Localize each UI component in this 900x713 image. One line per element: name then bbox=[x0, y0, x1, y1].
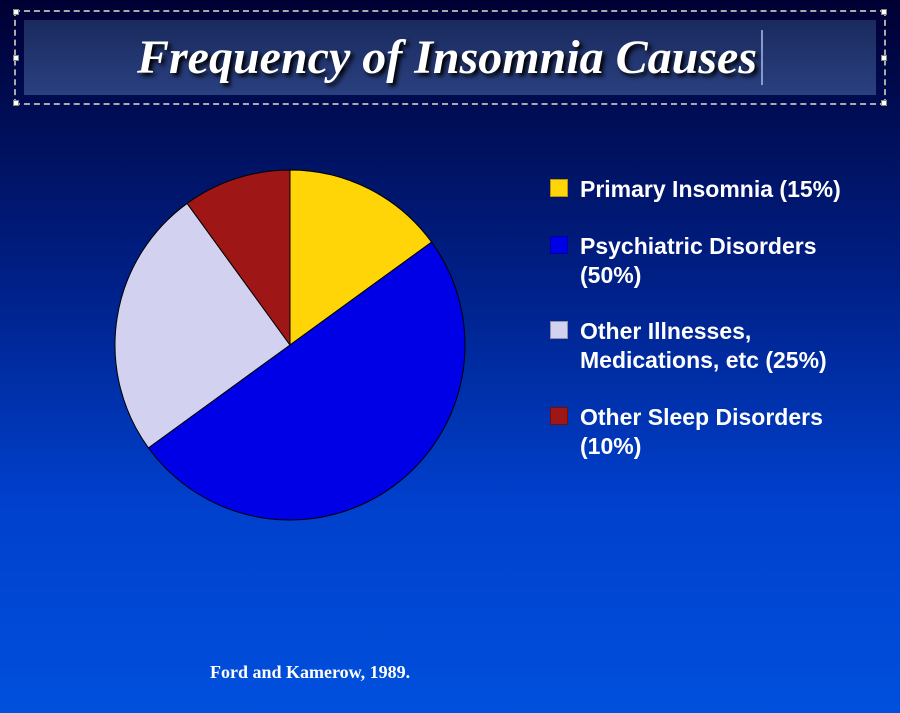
selection-handle bbox=[881, 9, 887, 15]
legend-swatch bbox=[550, 179, 568, 197]
legend-swatch bbox=[550, 407, 568, 425]
legend-label: Other Sleep Disorders (10%) bbox=[580, 403, 860, 461]
selection-handle bbox=[881, 55, 887, 61]
slide-title: Frequency of Insomnia Causes bbox=[137, 30, 763, 85]
title-frame: Frequency of Insomnia Causes bbox=[14, 10, 886, 105]
legend-item: Other Sleep Disorders (10%) bbox=[550, 403, 870, 461]
citation: Ford and Kamerow, 1989. bbox=[210, 662, 410, 683]
legend-swatch bbox=[550, 236, 568, 254]
legend-label: Primary Insomnia (15%) bbox=[580, 175, 841, 204]
legend-item: Psychiatric Disorders (50%) bbox=[550, 232, 870, 290]
content-area: Primary Insomnia (15%) Psychiatric Disord… bbox=[0, 165, 900, 545]
selection-handle bbox=[881, 100, 887, 106]
legend-label: Psychiatric Disorders (50%) bbox=[580, 232, 860, 290]
legend: Primary Insomnia (15%) Psychiatric Disord… bbox=[550, 165, 870, 545]
legend-item: Other Illnesses, Medications, etc (25%) bbox=[550, 317, 870, 375]
pie-chart-area bbox=[30, 165, 550, 545]
legend-swatch bbox=[550, 321, 568, 339]
pie-chart bbox=[90, 165, 490, 545]
selection-handle bbox=[13, 9, 19, 15]
selection-handle bbox=[13, 55, 19, 61]
legend-label: Other Illnesses, Medications, etc (25%) bbox=[580, 317, 860, 375]
title-box: Frequency of Insomnia Causes bbox=[24, 20, 876, 95]
selection-handle bbox=[13, 100, 19, 106]
legend-item: Primary Insomnia (15%) bbox=[550, 175, 870, 204]
